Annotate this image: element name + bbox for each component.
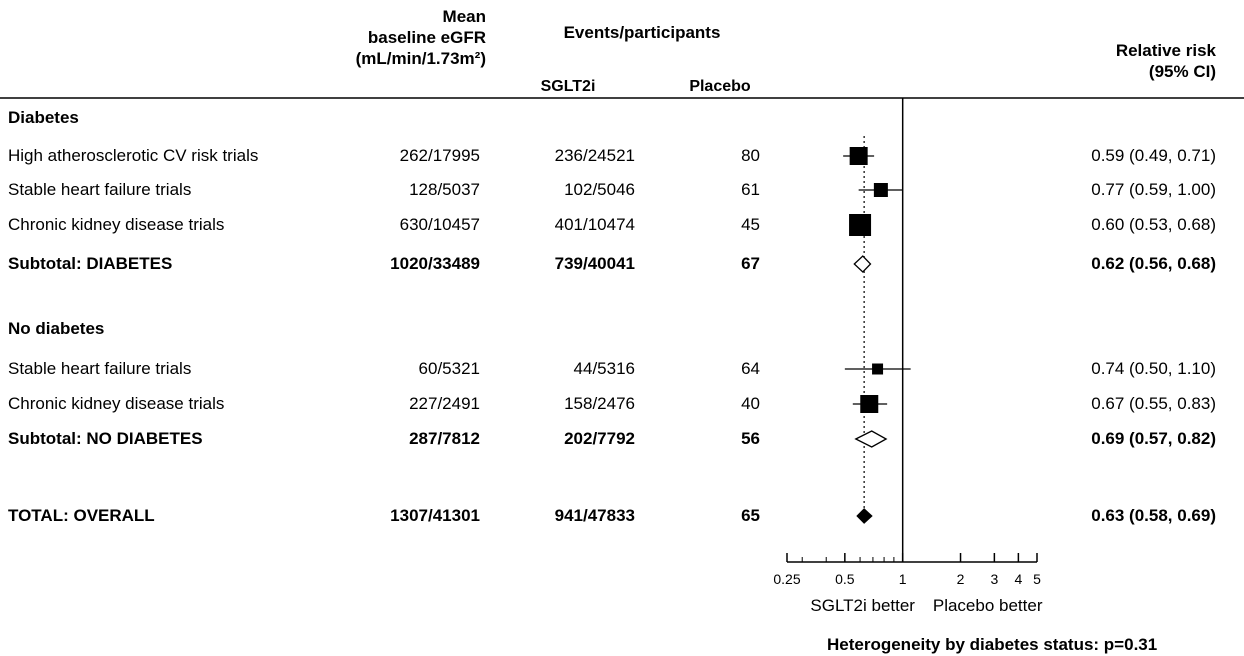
estimate-square bbox=[860, 395, 879, 413]
row-label: High atherosclerotic CV risk trials bbox=[8, 146, 259, 165]
row-label: Chronic kidney disease trials bbox=[8, 215, 225, 234]
egfr-header: Mean baseline eGFR (mL/min/1.73m²) bbox=[356, 6, 486, 69]
row-relative-risk: 0.77 (0.59, 1.00) bbox=[1091, 180, 1216, 199]
estimate-square bbox=[849, 214, 872, 236]
row-relative-risk: 0.67 (0.55, 0.83) bbox=[1091, 394, 1216, 413]
row-label: Subtotal: DIABETES bbox=[8, 254, 173, 273]
rr-header: Relative risk (95% CI) bbox=[1116, 40, 1216, 82]
row-egfr: 61 bbox=[741, 180, 760, 199]
egfr-header-line-2: baseline eGFR bbox=[367, 28, 486, 47]
row-relative-risk: 0.69 (0.57, 0.82) bbox=[1091, 429, 1216, 448]
egfr-header-line-1: Mean bbox=[442, 7, 486, 26]
row-relative-risk: 0.63 (0.58, 0.69) bbox=[1091, 506, 1216, 525]
sglt2i-header: SGLT2i bbox=[540, 78, 596, 95]
row-placebo-events: 262/17995 bbox=[399, 146, 480, 165]
row-label: Subtotal: NO DIABETES bbox=[8, 429, 203, 448]
row-sglt2i-events: 44/5316 bbox=[573, 359, 635, 378]
direction-label-left: SGLT2i better bbox=[810, 596, 915, 615]
heterogeneity-footnote: Heterogeneity by diabetes status: p=0.31 bbox=[827, 635, 1158, 654]
egfr-header-line-3: (mL/min/1.73m²) bbox=[355, 49, 486, 68]
x-tick-label: 5 bbox=[1033, 571, 1041, 587]
estimate-square bbox=[872, 363, 884, 375]
x-tick-label: 0.5 bbox=[835, 571, 855, 587]
row-sglt2i-events: 102/5046 bbox=[564, 180, 635, 199]
row-relative-risk: 0.59 (0.49, 0.71) bbox=[1091, 146, 1216, 165]
subtotal-diamond bbox=[854, 430, 888, 448]
x-tick-label: 3 bbox=[990, 571, 998, 587]
placebo-header: Placebo bbox=[689, 78, 751, 95]
rr-header-line-2: (95% CI) bbox=[1148, 62, 1216, 81]
row-sglt2i-events: 202/7792 bbox=[564, 429, 635, 448]
row-placebo-events: 1020/33489 bbox=[390, 254, 480, 273]
events-header: Events/participants bbox=[563, 23, 721, 42]
estimate-square bbox=[849, 147, 868, 165]
row-egfr: 64 bbox=[741, 359, 760, 378]
x-tick-label: 1 bbox=[899, 571, 907, 587]
row-label: Stable heart failure trials bbox=[8, 359, 192, 378]
row-sglt2i-events: 158/2476 bbox=[564, 394, 635, 413]
row-label: No diabetes bbox=[8, 319, 105, 338]
row-relative-risk: 0.60 (0.53, 0.68) bbox=[1091, 215, 1216, 234]
row-label: Chronic kidney disease trials bbox=[8, 394, 225, 413]
subtotal-diamond bbox=[853, 255, 872, 273]
row-label: Diabetes bbox=[8, 108, 79, 127]
row-egfr: 56 bbox=[741, 429, 760, 448]
row-egfr: 40 bbox=[741, 394, 760, 413]
row-label: Stable heart failure trials bbox=[8, 180, 192, 199]
rr-header-line-1: Relative risk bbox=[1115, 41, 1216, 60]
estimate-square bbox=[873, 183, 888, 197]
row-placebo-events: 128/5037 bbox=[409, 180, 480, 199]
row-sglt2i-events: 236/24521 bbox=[554, 146, 635, 165]
x-tick-label: 4 bbox=[1014, 571, 1022, 587]
x-tick-label: 0.25 bbox=[773, 571, 800, 587]
row-placebo-events: 1307/41301 bbox=[390, 506, 480, 525]
x-tick-label: 2 bbox=[957, 571, 965, 587]
row-relative-risk: 0.74 (0.50, 1.10) bbox=[1091, 359, 1216, 378]
row-egfr: 65 bbox=[741, 506, 760, 525]
row-egfr: 67 bbox=[741, 254, 760, 273]
row-placebo-events: 630/10457 bbox=[399, 215, 480, 234]
row-relative-risk: 0.62 (0.56, 0.68) bbox=[1091, 254, 1216, 273]
row-placebo-events: 287/7812 bbox=[409, 429, 480, 448]
row-label: TOTAL: OVERALL bbox=[8, 506, 155, 525]
row-sglt2i-events: 941/47833 bbox=[554, 506, 635, 525]
overall-diamond bbox=[856, 508, 873, 524]
row-sglt2i-events: 401/10474 bbox=[554, 215, 635, 234]
row-egfr: 45 bbox=[741, 215, 760, 234]
row-egfr: 80 bbox=[741, 146, 760, 165]
row-sglt2i-events: 739/40041 bbox=[554, 254, 635, 273]
row-placebo-events: 227/2491 bbox=[409, 394, 480, 413]
direction-label-right: Placebo better bbox=[933, 596, 1043, 615]
row-placebo-events: 60/5321 bbox=[418, 359, 480, 378]
